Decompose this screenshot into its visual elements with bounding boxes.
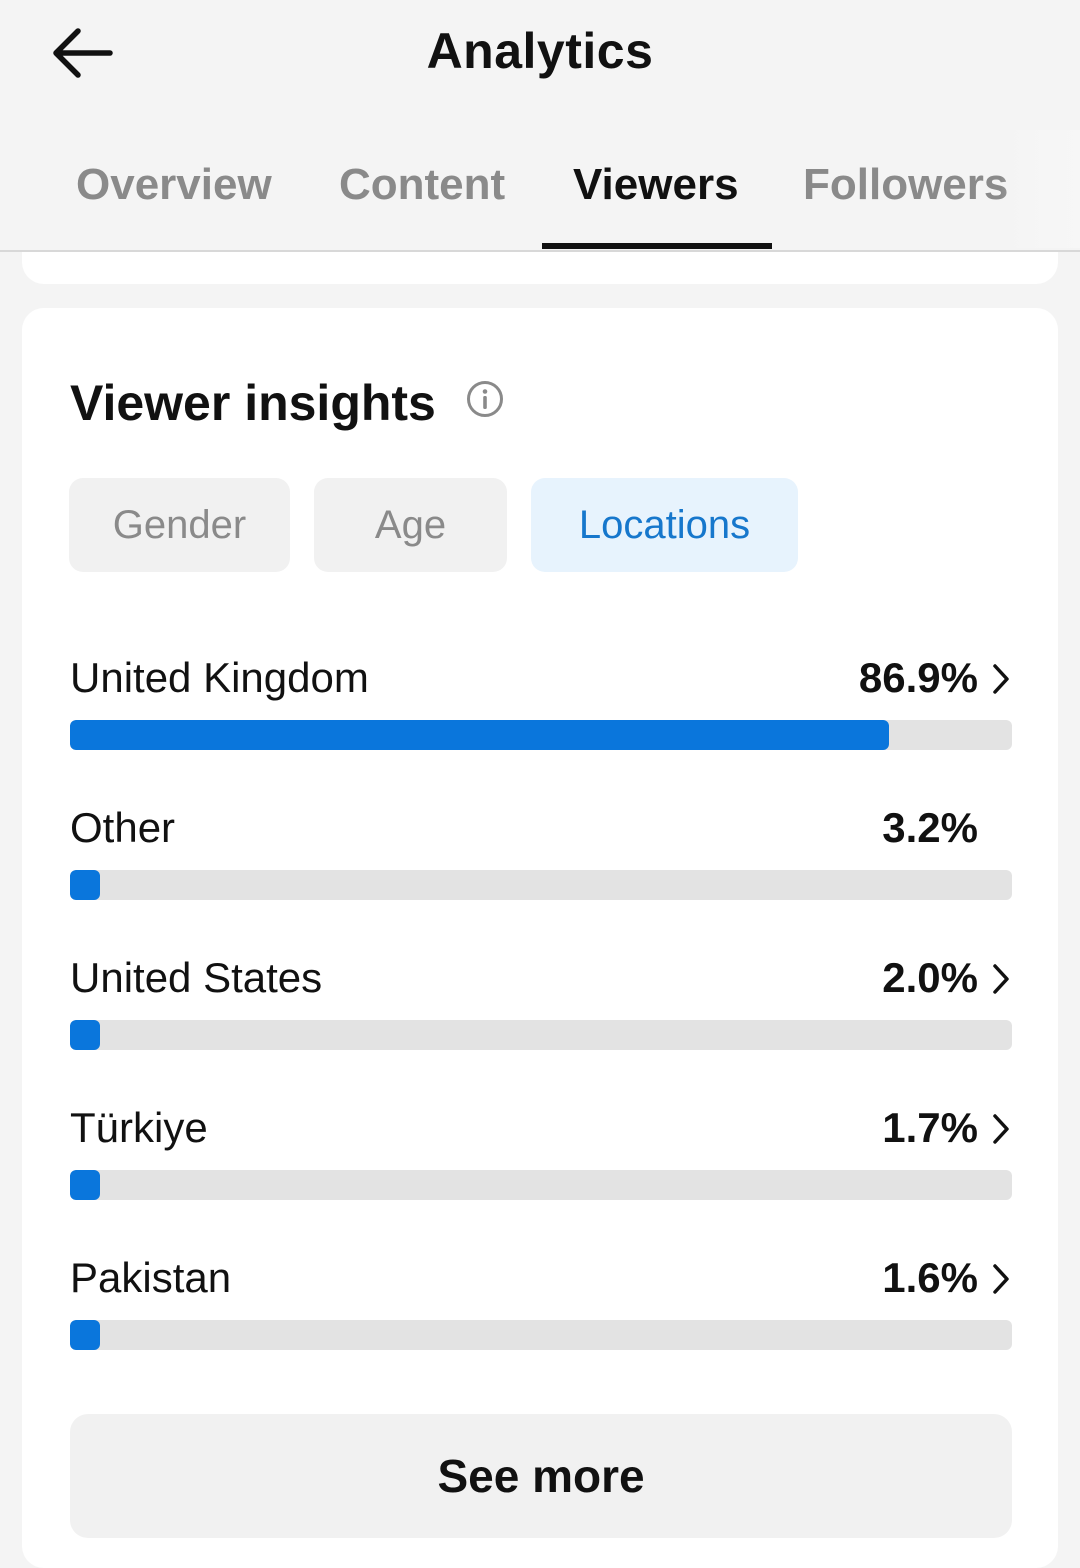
progress-track (70, 870, 1012, 900)
see-more-button[interactable]: See more (70, 1414, 1012, 1538)
location-percent: 1.7% (882, 1104, 978, 1151)
chip-gender[interactable]: Gender (69, 478, 290, 572)
tab-content[interactable]: Content (339, 160, 506, 209)
tab-viewers[interactable]: Viewers (573, 160, 739, 209)
arrow-left-icon (53, 28, 113, 78)
location-row-united-kingdom[interactable]: United Kingdom 86.9% (70, 654, 1012, 774)
active-tab-indicator (542, 243, 772, 249)
tab-overview[interactable]: Overview (76, 160, 272, 209)
back-button[interactable] (44, 20, 120, 86)
progress-fill (70, 720, 889, 750)
tab-bar: Overview Content Viewers Followers (0, 130, 1080, 252)
progress-track (70, 720, 1012, 750)
location-percent: 86.9% (858, 654, 978, 701)
viewer-insights-card: Viewer insights Gender Age Locations Uni… (22, 308, 1058, 1568)
location-name: United Kingdom (70, 654, 369, 701)
progress-track (70, 1170, 1012, 1200)
location-row-other: Other 3.2% (70, 804, 1012, 924)
location-name: Pakistan (70, 1254, 232, 1301)
chevron-right-icon (993, 1114, 1009, 1144)
tab-scroll-fade (1000, 130, 1080, 248)
location-percent: 3.2% (882, 804, 978, 851)
chip-age[interactable]: Age (314, 478, 507, 572)
location-name: Other (70, 804, 176, 851)
location-name: Türkiye (70, 1104, 208, 1151)
progress-fill (70, 870, 101, 900)
location-percent: 2.0% (882, 954, 978, 1001)
location-percent: 1.6% (882, 1254, 978, 1301)
chevron-right-icon (993, 964, 1009, 994)
chip-locations[interactable]: Locations (531, 478, 798, 572)
progress-track (70, 1320, 1012, 1350)
location-name: United States (70, 954, 323, 1001)
chevron-right-icon (993, 1264, 1009, 1294)
location-row-pakistan[interactable]: Pakistan 1.6% (70, 1254, 1012, 1374)
progress-fill (70, 1020, 101, 1050)
progress-track (70, 1020, 1012, 1050)
info-icon[interactable] (466, 380, 504, 418)
previous-card-bottom (22, 252, 1058, 284)
chevron-right-icon (993, 664, 1009, 694)
top-bar: Analytics (0, 0, 1080, 120)
section-title: Viewer insights (70, 375, 436, 431)
location-row-united-states[interactable]: United States 2.0% (70, 954, 1012, 1074)
progress-fill (70, 1170, 101, 1200)
page-title: Analytics (426, 23, 654, 79)
location-row-turkiye[interactable]: Türkiye 1.7% (70, 1104, 1012, 1224)
progress-fill (70, 1320, 101, 1350)
tab-followers[interactable]: Followers (803, 160, 1009, 209)
